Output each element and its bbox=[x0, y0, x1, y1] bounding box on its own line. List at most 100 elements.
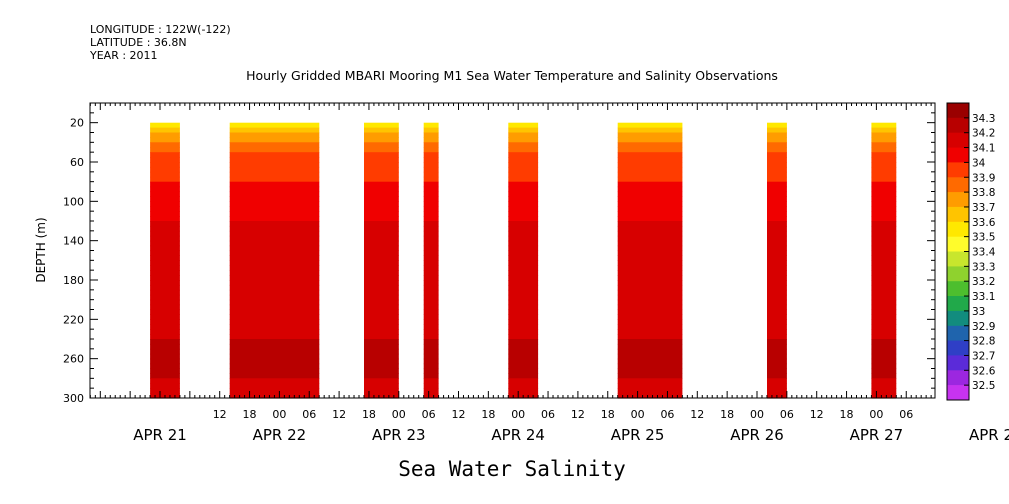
heatmap-cell bbox=[423, 378, 439, 384]
heatmap-cell bbox=[767, 211, 787, 217]
heatmap-cell bbox=[871, 265, 897, 271]
legend-swatch bbox=[947, 266, 969, 282]
heatmap-cell bbox=[767, 186, 787, 193]
heatmap-cell bbox=[871, 221, 897, 227]
heatmap-cell bbox=[617, 157, 683, 163]
heatmap-cell bbox=[364, 196, 399, 202]
legend-swatch bbox=[947, 147, 969, 163]
heatmap-cell bbox=[229, 348, 320, 355]
heatmap-cell bbox=[508, 216, 539, 222]
heatmap-cell bbox=[423, 221, 439, 227]
heatmap-cell bbox=[150, 166, 180, 173]
heatmap-cell bbox=[767, 314, 787, 320]
x-hour-label: 12 bbox=[571, 408, 585, 421]
data-segment bbox=[767, 122, 787, 399]
heatmap-cell bbox=[423, 314, 439, 320]
heatmap-cell bbox=[229, 132, 320, 138]
heatmap-cell bbox=[871, 353, 897, 360]
heatmap-cell bbox=[508, 240, 539, 247]
heatmap-cell bbox=[364, 343, 399, 350]
heatmap-cell bbox=[423, 383, 439, 389]
heatmap-cell bbox=[617, 250, 683, 256]
heatmap-cell bbox=[871, 388, 897, 394]
legend-label: 34 bbox=[972, 157, 986, 169]
heatmap-cell bbox=[508, 373, 539, 379]
heatmap-cell bbox=[871, 216, 897, 222]
heatmap-cell bbox=[617, 383, 683, 389]
heatmap-cell bbox=[150, 201, 180, 207]
heatmap-cell bbox=[229, 368, 320, 374]
heatmap-cell bbox=[229, 280, 320, 286]
heatmap-cell bbox=[767, 147, 787, 153]
heatmap-cell bbox=[364, 348, 399, 355]
heatmap-cell bbox=[150, 363, 180, 370]
heatmap-cell bbox=[508, 329, 539, 335]
heatmap-cell bbox=[229, 309, 320, 315]
heatmap-cell bbox=[617, 211, 683, 217]
heatmap-cell bbox=[229, 343, 320, 350]
x-hour-label: 06 bbox=[780, 408, 794, 421]
heatmap-cell bbox=[508, 221, 539, 227]
heatmap-cell bbox=[364, 225, 399, 232]
data-segment bbox=[229, 122, 320, 399]
x-day-label: APR 25 bbox=[611, 426, 665, 444]
heatmap-cell bbox=[617, 343, 683, 350]
heatmap-cell bbox=[364, 221, 399, 227]
heatmap-cell bbox=[508, 275, 539, 281]
legend-swatch bbox=[947, 162, 969, 178]
heatmap-cell bbox=[871, 255, 897, 261]
heatmap-cell bbox=[150, 348, 180, 355]
heatmap-cell bbox=[767, 363, 787, 370]
heatmap-cell bbox=[364, 157, 399, 163]
heatmap-cell bbox=[767, 299, 787, 306]
heatmap-cell bbox=[150, 299, 180, 306]
heatmap-cell bbox=[229, 378, 320, 384]
latitude-label: LATITUDE : 36.8N bbox=[90, 36, 187, 49]
heatmap-cell bbox=[229, 196, 320, 202]
heatmap-cell bbox=[767, 284, 787, 291]
heatmap-cell bbox=[617, 348, 683, 355]
legend-label: 33.2 bbox=[972, 276, 995, 288]
heatmap-cell bbox=[508, 324, 539, 330]
heatmap-cell bbox=[767, 343, 787, 350]
heatmap-cell bbox=[229, 127, 320, 134]
heatmap-cell bbox=[508, 294, 539, 301]
heatmap-cell bbox=[871, 319, 897, 325]
y-tick-label: 260 bbox=[63, 353, 84, 366]
heatmap-cell bbox=[871, 329, 897, 335]
data-segment bbox=[364, 122, 399, 399]
heatmap-cell bbox=[364, 378, 399, 384]
heatmap-cell bbox=[508, 147, 539, 153]
heatmap-cell bbox=[871, 383, 897, 389]
heatmap-cell bbox=[229, 324, 320, 330]
heatmap-cell bbox=[871, 343, 897, 350]
x-hour-label: 18 bbox=[840, 408, 854, 421]
heatmap-cell bbox=[364, 186, 399, 193]
heatmap-cell bbox=[423, 240, 439, 247]
heatmap-cell bbox=[364, 339, 399, 345]
heatmap-cell bbox=[871, 260, 897, 266]
legend-swatch bbox=[947, 340, 969, 356]
heatmap-cell bbox=[423, 245, 439, 252]
heatmap-cell bbox=[508, 348, 539, 355]
heatmap-cell bbox=[871, 250, 897, 256]
heatmap-cell bbox=[767, 383, 787, 389]
heatmap-cell bbox=[767, 294, 787, 301]
heatmap-cell bbox=[871, 181, 897, 188]
heatmap-cell bbox=[364, 373, 399, 379]
heatmap-cell bbox=[364, 171, 399, 178]
heatmap-cell bbox=[617, 294, 683, 301]
heatmap-cell bbox=[767, 142, 787, 148]
x-hour-label: 18 bbox=[362, 408, 376, 421]
heatmap-cell bbox=[150, 284, 180, 291]
heatmap-cell bbox=[871, 275, 897, 281]
heatmap-cell bbox=[364, 142, 399, 148]
heatmap-cell bbox=[364, 162, 399, 168]
heatmap-cell bbox=[150, 152, 180, 158]
heatmap-cell bbox=[423, 186, 439, 193]
heatmap-cell bbox=[364, 122, 399, 129]
heatmap-cell bbox=[767, 201, 787, 207]
heatmap-cell bbox=[229, 181, 320, 188]
heatmap-cell bbox=[508, 245, 539, 252]
heatmap-cell bbox=[617, 358, 683, 365]
